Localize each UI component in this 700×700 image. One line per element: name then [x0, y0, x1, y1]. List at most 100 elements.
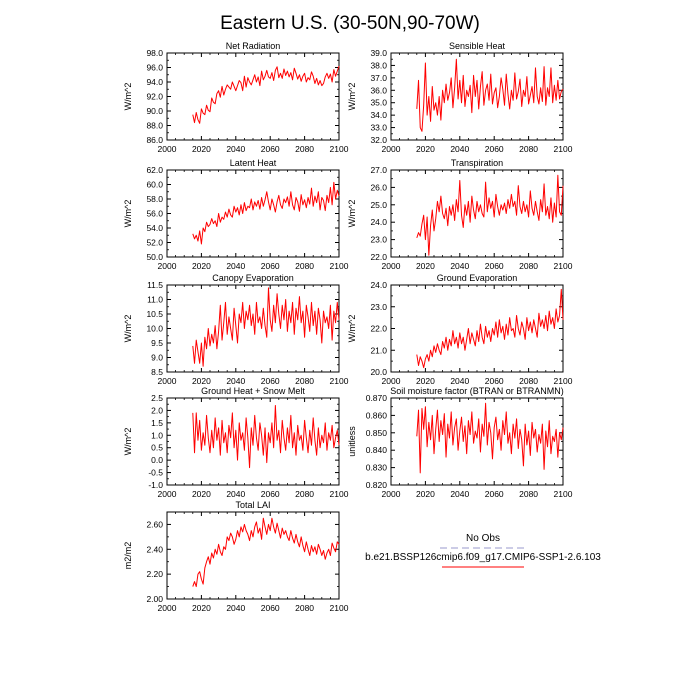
series-line	[416, 58, 564, 132]
y-tick-label: 0.850	[366, 428, 388, 438]
series-line	[192, 404, 340, 469]
x-tick-label: 2040	[450, 376, 469, 386]
y-axis-label: W/m^2	[347, 83, 357, 111]
series-line	[192, 517, 340, 588]
x-tick-label: 2060	[261, 489, 280, 499]
x-tick-label: 2060	[485, 489, 504, 499]
y-tick-label: 34.0	[370, 110, 387, 120]
y-tick-label: 1.5	[151, 418, 163, 428]
y-axis-label: W/m^2	[123, 428, 133, 456]
x-tick-label: 2080	[519, 376, 538, 386]
x-tick-label: 2060	[485, 261, 504, 271]
x-tick-label: 2100	[554, 376, 573, 386]
y-tick-label: 24.0	[370, 217, 387, 227]
y-axis-label: W/m^2	[123, 200, 133, 228]
y-tick-label: -1.0	[148, 480, 163, 490]
x-tick-label: 2040	[450, 144, 469, 154]
y-tick-label: 32.0	[370, 135, 387, 145]
x-tick-label: 2040	[226, 261, 245, 271]
y-tick-label: 0.870	[366, 393, 388, 403]
x-tick-label: 2020	[416, 376, 435, 386]
x-tick-label: 2100	[554, 489, 573, 499]
series-line	[192, 181, 340, 245]
y-axis-label: W/m^2	[123, 83, 133, 111]
y-tick-label: 33.0	[370, 123, 387, 133]
x-tick-label: 2080	[295, 603, 314, 613]
plot-frame	[390, 284, 564, 373]
series-line	[416, 288, 564, 369]
x-tick-label: 2000	[158, 603, 177, 613]
x-tick-label: 2000	[158, 144, 177, 154]
plot-frame	[166, 284, 340, 373]
y-tick-label: 2.20	[146, 569, 163, 579]
y-tick-label: 52.0	[146, 238, 163, 248]
x-tick-label: 2040	[226, 603, 245, 613]
chart-title: Net Radiation	[226, 41, 281, 51]
plot-frame	[166, 52, 340, 141]
x-tick-label: 2060	[261, 261, 280, 271]
y-tick-label: 36.0	[370, 85, 387, 95]
y-tick-label: 98.0	[146, 48, 163, 58]
chart-transpiration: Transpiration W/m^2 2000 2020 2040 2060 2080 21…	[347, 158, 573, 271]
chart-title: Canopy Evaporation	[212, 273, 294, 283]
y-axis-label: W/m^2	[123, 315, 133, 343]
y-tick-label: 20.0	[370, 367, 387, 377]
y-tick-label: 23.0	[370, 235, 387, 245]
y-tick-label: 0.0	[151, 455, 163, 465]
x-tick-label: 2100	[330, 489, 349, 499]
series-line	[416, 174, 564, 256]
y-tick-label: 2.60	[146, 519, 163, 529]
y-tick-label: 0.830	[366, 463, 388, 473]
x-tick-label: 2020	[192, 603, 211, 613]
legend-obs-label: No Obs	[466, 533, 500, 544]
x-tick-label: 2080	[295, 144, 314, 154]
x-tick-label: 2000	[158, 261, 177, 271]
y-tick-label: 25.0	[370, 200, 387, 210]
y-tick-label: 9.0	[151, 353, 163, 363]
x-tick-label: 2060	[485, 376, 504, 386]
x-tick-label: 2040	[226, 489, 245, 499]
x-tick-label: 2020	[192, 376, 211, 386]
x-tick-label: 2060	[261, 603, 280, 613]
y-axis-label: W/m^2	[347, 200, 357, 228]
x-tick-label: 2060	[485, 144, 504, 154]
series-line	[416, 402, 564, 474]
chart-latent-heat: Latent Heat W/m^2 2000 2020 2040 2060 2080 2100…	[123, 158, 349, 271]
y-tick-label: 92.0	[146, 92, 163, 102]
x-tick-label: 2080	[519, 489, 538, 499]
x-tick-label: 2080	[519, 261, 538, 271]
x-tick-label: 2020	[416, 144, 435, 154]
y-tick-label: 1.0	[151, 430, 163, 440]
y-tick-label: 0.820	[366, 480, 388, 490]
chart-title: Ground Evaporation	[437, 273, 518, 283]
x-tick-label: 2040	[450, 261, 469, 271]
chart-title: Transpiration	[451, 158, 503, 168]
x-tick-label: 2060	[261, 376, 280, 386]
y-tick-label: 10.5	[146, 309, 163, 319]
y-tick-label: -0.5	[148, 468, 163, 478]
chart-canopy-evaporation: Canopy Evaporation W/m^2 2000 2020 2040 2060 2…	[123, 273, 349, 386]
x-tick-label: 2020	[416, 489, 435, 499]
y-tick-label: 38.0	[370, 60, 387, 70]
y-tick-label: 11.5	[147, 280, 163, 290]
x-tick-label: 2040	[226, 144, 245, 154]
x-tick-label: 2000	[158, 376, 177, 386]
y-tick-label: 50.0	[146, 252, 163, 262]
x-tick-label: 2040	[226, 376, 245, 386]
y-tick-label: 24.0	[370, 280, 387, 290]
chart-title: Total LAI	[235, 500, 270, 510]
x-tick-label: 2020	[416, 261, 435, 271]
series-line	[192, 287, 340, 367]
panels: Net Radiation W/m^2 2000 2020 2040 2060 2080 21…	[123, 41, 573, 613]
y-tick-label: 0.5	[151, 443, 163, 453]
x-tick-label: 2100	[330, 261, 349, 271]
y-axis-label: W/m^2	[347, 315, 357, 343]
y-tick-label: 11.0	[147, 295, 163, 305]
chart-title: Soil moisture factor (BTRAN or BTRANMN)	[390, 386, 564, 396]
chart-soil-moisture-factor-btran-or-btranmn: Soil moisture factor (BTRAN or BTRANMN) u…	[347, 386, 573, 499]
y-tick-label: 88.0	[146, 121, 163, 131]
y-tick-label: 90.0	[146, 106, 163, 116]
y-tick-label: 0.860	[366, 410, 388, 420]
x-tick-label: 2060	[261, 144, 280, 154]
